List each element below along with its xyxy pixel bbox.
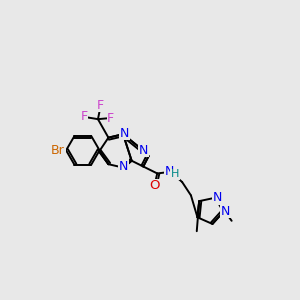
Text: N: N [221, 205, 230, 218]
Text: N: N [119, 160, 128, 173]
Text: N: N [213, 191, 222, 204]
Text: Br: Br [51, 144, 65, 157]
Text: F: F [97, 99, 104, 112]
Text: N: N [119, 127, 129, 140]
Text: F: F [80, 110, 88, 123]
Text: N: N [139, 144, 148, 157]
Text: H: H [171, 169, 179, 179]
Text: O: O [149, 179, 160, 192]
Text: F: F [107, 112, 114, 124]
Text: N: N [165, 165, 174, 178]
